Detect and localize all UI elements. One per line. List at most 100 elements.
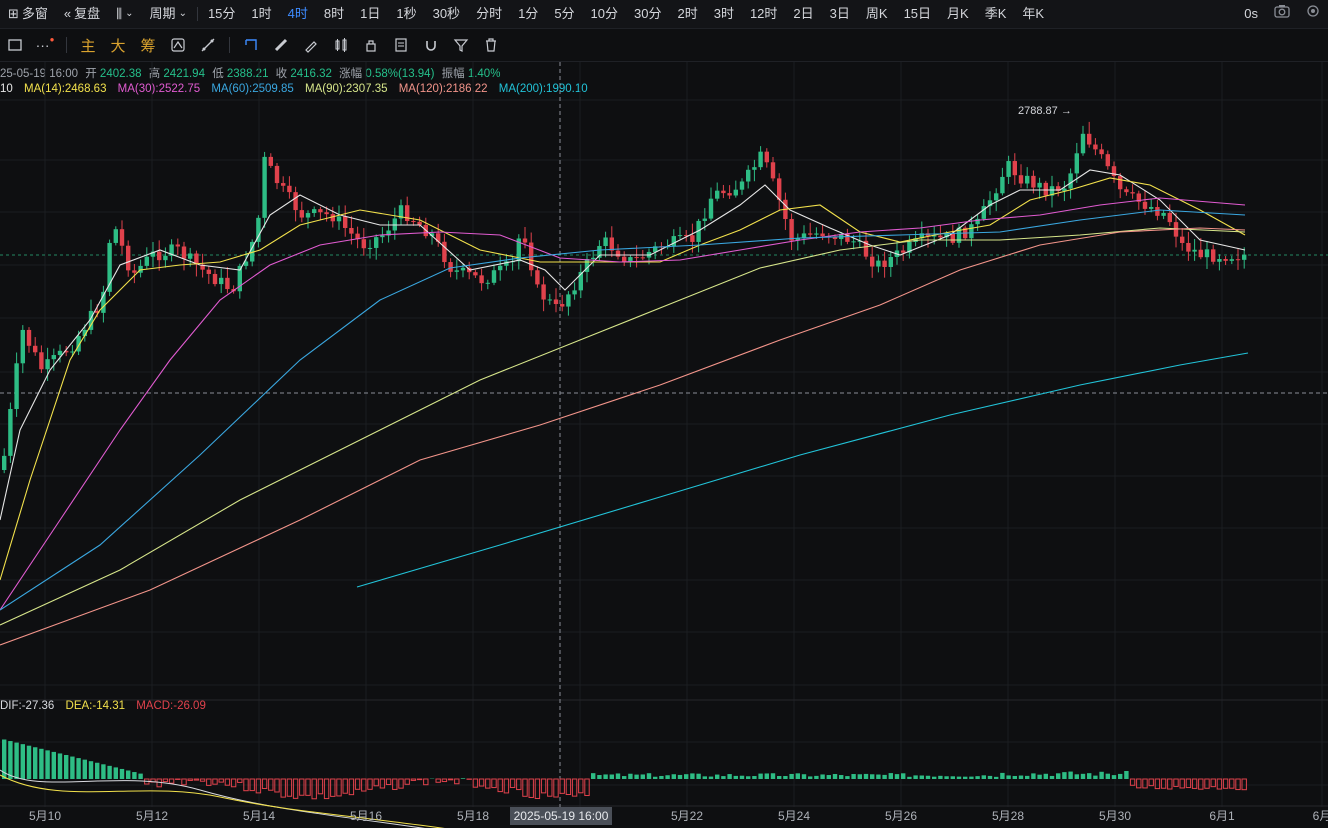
macd-bar: [212, 778, 218, 785]
filter-icon[interactable]: [448, 32, 474, 58]
candle-body: [845, 234, 850, 242]
candle-body: [256, 217, 261, 242]
interval-16[interactable]: 3日: [829, 6, 850, 21]
interval-20[interactable]: 季K: [984, 6, 1007, 21]
interval-3[interactable]: 8时: [323, 6, 345, 21]
cursor-select-icon[interactable]: [238, 32, 264, 58]
macd-bar: [708, 776, 714, 779]
replay-button[interactable]: « 复盘: [56, 0, 108, 28]
candle-compare-icon[interactable]: [328, 32, 354, 58]
macd-bar: [441, 778, 448, 783]
interval-5[interactable]: 1秒: [396, 6, 417, 21]
indicator-edit-icon[interactable]: [165, 32, 191, 58]
settings-icon[interactable]: [1298, 0, 1328, 28]
candle-body: [950, 233, 955, 243]
macd-bar: [1191, 778, 1198, 789]
interval-0[interactable]: 15分: [207, 6, 236, 21]
interval-11[interactable]: 30分: [634, 6, 662, 21]
macd-bar: [516, 778, 522, 791]
macd-bar: [101, 764, 106, 779]
candle-body: [82, 329, 87, 337]
macd-bar: [628, 773, 633, 779]
interval-19[interactable]: 月K: [947, 6, 969, 21]
macd-bar: [565, 778, 572, 795]
macd-bar: [1049, 775, 1055, 779]
macd-bar: [746, 776, 751, 779]
macd-bar: [677, 774, 683, 779]
x-tick-label: 5月28: [992, 809, 1024, 823]
interval-18[interactable]: 15日: [903, 6, 932, 21]
macd-bar: [591, 773, 596, 779]
interval-6[interactable]: 30秒: [432, 6, 461, 21]
x-tick-label: 5月12: [136, 809, 168, 823]
ruler-icon[interactable]: [268, 32, 294, 58]
candle-body: [907, 241, 912, 253]
macd-bar: [932, 776, 937, 779]
draw-tools-icon[interactable]: [195, 32, 221, 58]
candle-body: [237, 265, 242, 292]
interval-14[interactable]: 12时: [749, 6, 778, 21]
camera-icon[interactable]: [1266, 0, 1298, 28]
macd-bar: [416, 778, 423, 781]
interval-8[interactable]: 1分: [518, 6, 539, 21]
note-icon[interactable]: [388, 32, 414, 58]
macd-bar: [435, 778, 441, 783]
macd-bar: [126, 770, 131, 779]
interval-9[interactable]: 5分: [554, 6, 575, 21]
chip-distribution-button[interactable]: 筹: [140, 37, 156, 55]
macd-bar: [113, 767, 118, 779]
candle-body: [938, 235, 943, 238]
candle-body: [355, 233, 360, 240]
candle-body: [299, 210, 304, 218]
macd-bar: [770, 773, 776, 779]
macd-bar: [51, 751, 56, 779]
main-indicator-button[interactable]: 主: [80, 37, 96, 55]
more-icon[interactable]: ··· ●: [35, 34, 55, 54]
interval-7[interactable]: 分时: [476, 6, 503, 21]
interval-1[interactable]: 1时: [251, 6, 272, 21]
candle-body: [57, 350, 63, 356]
candle-body: [863, 240, 869, 257]
macd-bar: [460, 778, 466, 779]
macd-bar: [45, 750, 50, 779]
close-value: 2416.32: [290, 68, 332, 80]
candle-body: [801, 233, 807, 239]
interval-15[interactable]: 2日: [793, 6, 814, 21]
multiwindow-button[interactable]: ⊞ 多窗: [0, 0, 56, 28]
macd-bar: [1087, 773, 1092, 779]
lock-icon[interactable]: [358, 32, 384, 58]
interval-17[interactable]: 周K: [865, 6, 888, 21]
macd-bar: [969, 776, 974, 779]
chart-type-button[interactable]: ⫼ ⌄: [108, 0, 141, 28]
interval-10[interactable]: 10分: [590, 6, 619, 21]
macd-bar: [206, 778, 212, 786]
candle-body: [436, 233, 441, 242]
macd-bar: [82, 759, 87, 779]
candle-body: [764, 151, 769, 163]
interval-13[interactable]: 3时: [713, 6, 734, 21]
interval-21[interactable]: 年K: [1022, 6, 1045, 21]
magnet-icon[interactable]: [418, 32, 444, 58]
trash-icon[interactable]: [478, 32, 504, 58]
period-dropdown[interactable]: 周期 ⌄: [142, 0, 195, 28]
macd-bar: [76, 758, 81, 779]
interval-2[interactable]: 4时: [287, 6, 308, 21]
macd-bar: [994, 776, 999, 779]
interval-4[interactable]: 1日: [360, 6, 381, 21]
macd-bar: [1229, 778, 1235, 789]
pen-icon[interactable]: [298, 32, 324, 58]
large-order-button[interactable]: 大: [110, 37, 126, 55]
macd-bar: [1074, 774, 1079, 779]
candle-body: [1223, 259, 1228, 261]
macd-bar: [373, 778, 379, 787]
price-chart[interactable]: 2788.87 →5月105月125月145月165月185月205月225月2…: [0, 62, 1328, 828]
candle-body: [132, 270, 137, 273]
divider: [66, 37, 67, 53]
rectangle-icon[interactable]: [2, 32, 28, 58]
candle-body: [1155, 207, 1160, 216]
macd-bar: [1093, 775, 1098, 779]
candle-body: [405, 205, 410, 222]
high-label: 高: [148, 68, 161, 80]
macd-bar: [305, 778, 311, 796]
interval-12[interactable]: 2时: [677, 6, 698, 21]
